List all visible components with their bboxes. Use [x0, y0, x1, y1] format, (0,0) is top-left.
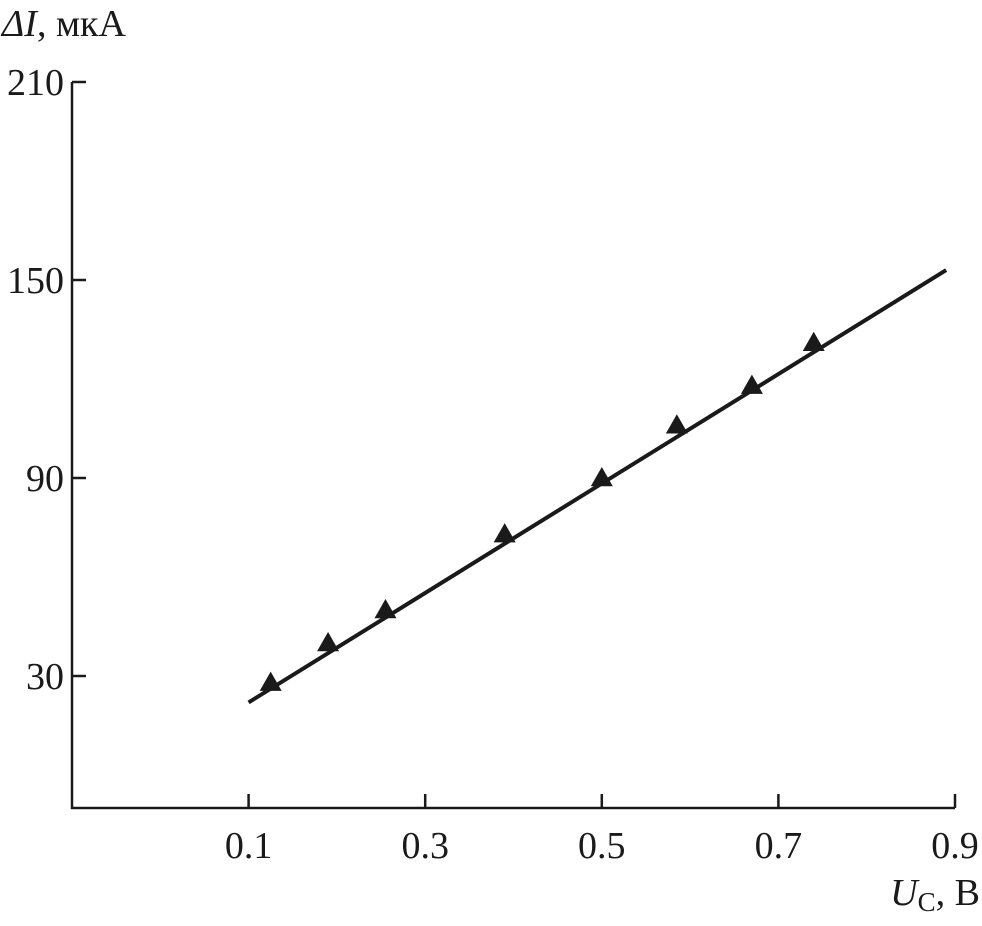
data-markers: [259, 331, 825, 691]
data-point: [740, 374, 763, 394]
y-axis-title: ΔI, мкА: [0, 3, 126, 45]
x-tick-label: 0.5: [578, 825, 626, 867]
x-tick-label: 0.7: [755, 825, 803, 867]
data-point: [374, 599, 397, 619]
x-axis-unit: , В: [936, 872, 980, 914]
y-axis-symbol: ΔI: [0, 3, 39, 45]
data-point: [493, 523, 516, 543]
data-point: [259, 671, 282, 691]
axis-lines: [70, 82, 955, 810]
data-point: [317, 632, 340, 652]
x-axis-symbol: U: [890, 872, 920, 914]
x-axis-subscript: С: [918, 887, 936, 917]
tick-labels: 30 90 150 210 0.1 0.3 0.5 0.7 0.9: [7, 62, 979, 867]
y-tick-label: 150: [7, 260, 64, 302]
y-tick-label: 30: [26, 656, 64, 698]
x-tick-label: 0.3: [401, 825, 449, 867]
x-tick-label: 0.9: [931, 825, 979, 867]
ticks: [72, 80, 957, 808]
x-axis-title: UС, В: [890, 872, 980, 917]
data-point: [802, 331, 825, 351]
y-tick-label: 210: [7, 62, 64, 104]
x-tick-label: 0.1: [225, 825, 273, 867]
data-point: [590, 467, 613, 487]
data-point: [665, 414, 688, 434]
axes: [70, 82, 955, 810]
y-axis-unit: , мкА: [37, 3, 127, 45]
y-tick-label: 90: [26, 458, 64, 500]
